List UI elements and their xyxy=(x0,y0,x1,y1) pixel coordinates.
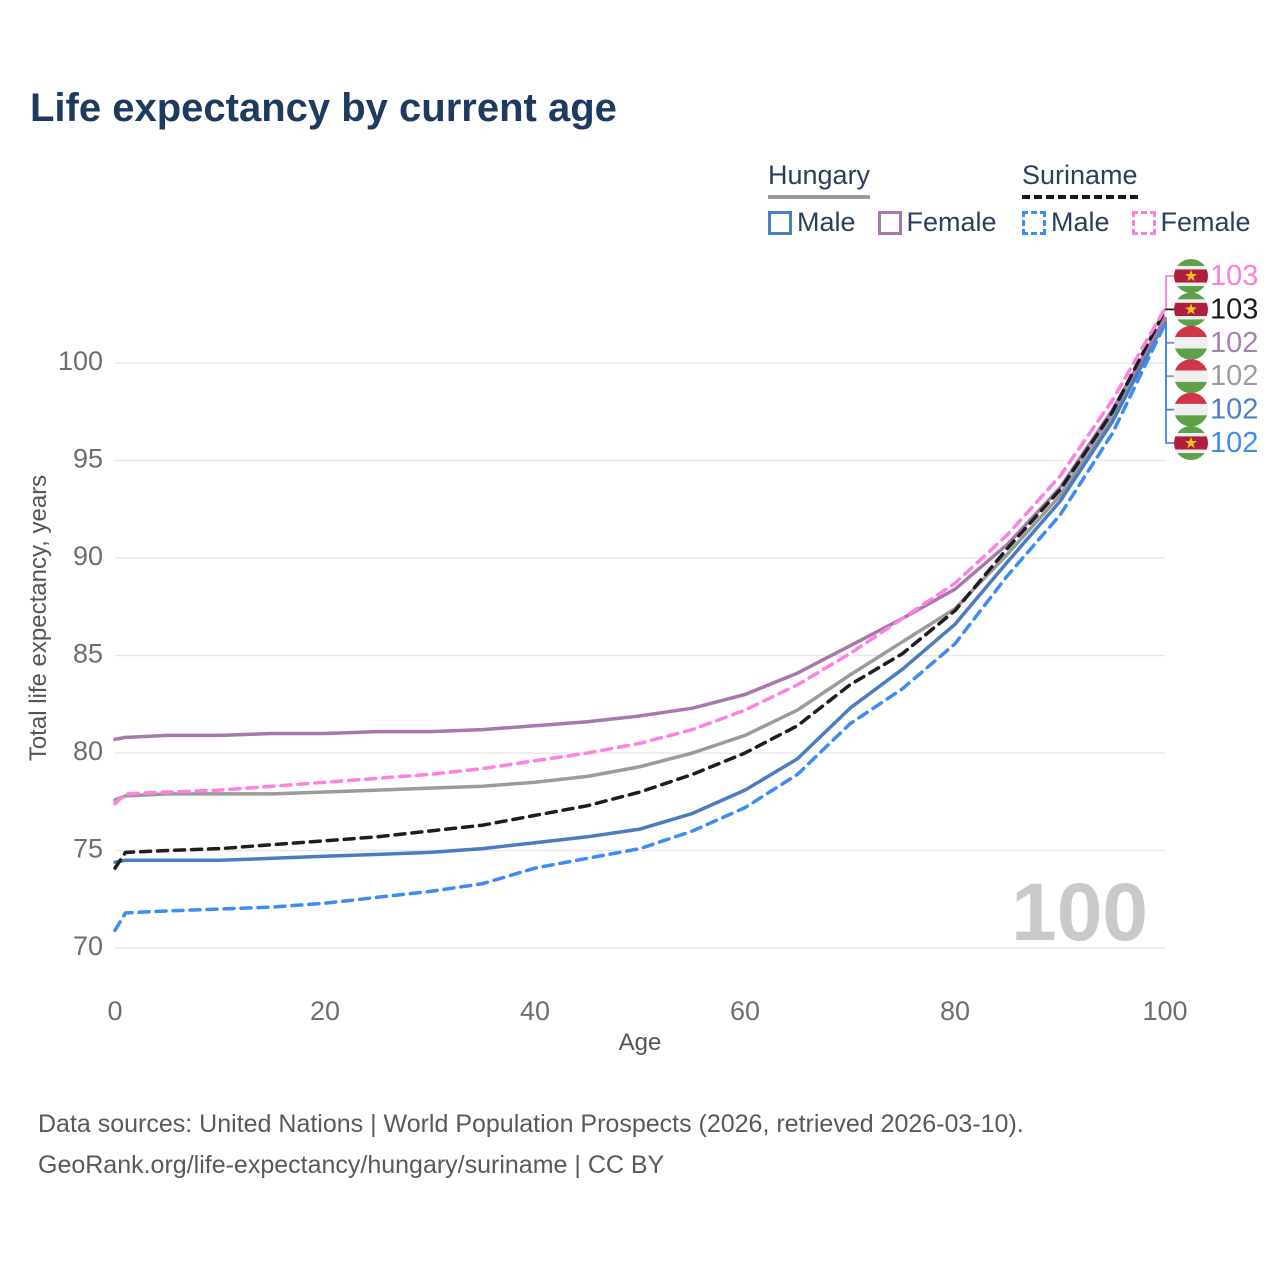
series-line-suriname-male[interactable] xyxy=(113,322,1167,933)
legend-swatch-suriname-male[interactable] xyxy=(1022,210,1046,235)
end-value-label: 103 xyxy=(1210,293,1258,325)
y-tick-label: 85 xyxy=(73,639,103,669)
x-tick-label: 40 xyxy=(520,996,550,1026)
end-label-connector xyxy=(1165,308,1177,311)
x-tick-label: 20 xyxy=(310,996,340,1026)
series-line-suriname-total[interactable] xyxy=(113,308,1167,870)
flag-icon-suriname xyxy=(1174,292,1208,327)
legend-swatch-hungary-male[interactable] xyxy=(768,210,792,235)
end-value-label: 102 xyxy=(1210,394,1258,426)
y-tick-label: 70 xyxy=(73,931,103,961)
data-sources-line1: Data sources: United Nations | World Pop… xyxy=(38,1110,1024,1138)
flag-icon-hungary xyxy=(1174,325,1208,360)
series-line-hungary-male[interactable] xyxy=(113,319,1167,864)
x-tick-label: 60 xyxy=(730,996,760,1026)
x-axis-title: Age xyxy=(619,1029,662,1056)
data-sources: Data sources: United Nations | World Pop… xyxy=(38,1104,1024,1186)
y-tick-label: 75 xyxy=(73,834,103,864)
legend-label-suriname-female[interactable]: Female xyxy=(1160,207,1251,237)
legend-country-hungary[interactable]: Hungary xyxy=(768,160,871,199)
legend-country-suriname[interactable]: Suriname xyxy=(1022,160,1138,199)
flag-icon-hungary xyxy=(1174,392,1208,427)
y-tick-label: 80 xyxy=(73,736,103,766)
data-sources-line2: GeoRank.org/life-expectancy/hungary/suri… xyxy=(38,1151,665,1179)
end-value-label: 102 xyxy=(1210,360,1258,392)
legend-group-hungary: Hungary Male Female xyxy=(768,160,1019,238)
legend-label-suriname-male[interactable]: Male xyxy=(1051,207,1110,237)
y-tick-label: 95 xyxy=(73,444,103,474)
legend-swatch-suriname-female[interactable] xyxy=(1131,210,1156,235)
series-line-hungary-female[interactable] xyxy=(113,316,1167,742)
y-tick-label: 90 xyxy=(73,541,103,571)
legend-label-hungary-female[interactable]: Female xyxy=(906,207,997,237)
x-tick-label: 80 xyxy=(940,996,970,1026)
flag-icon-hungary xyxy=(1174,359,1208,394)
legend-label-hungary-male[interactable]: Male xyxy=(797,207,856,237)
y-tick-label: 100 xyxy=(58,346,103,376)
legend: Hungary Male Female Suriname Male Female xyxy=(0,160,1280,240)
end-value-label: 102 xyxy=(1210,427,1258,459)
legend-swatch-hungary-female[interactable] xyxy=(877,210,902,235)
y-axis-title: Total life expectancy, years xyxy=(25,475,52,761)
end-label-connector xyxy=(1165,275,1177,309)
legend-group-suriname: Suriname Male Female xyxy=(1022,160,1273,238)
page-title: Life expectancy by current age xyxy=(30,86,617,130)
age-watermark: 100 xyxy=(1011,867,1148,958)
end-label-connector xyxy=(1165,324,1177,444)
flag-icon-suriname xyxy=(1174,426,1208,460)
flag-icon-suriname xyxy=(1174,259,1208,293)
end-value-label: 103 xyxy=(1210,260,1258,292)
end-value-label: 102 xyxy=(1210,327,1258,359)
x-tick-label: 0 xyxy=(107,996,122,1026)
series-line-suriname-female[interactable] xyxy=(113,306,1167,806)
x-tick-label: 100 xyxy=(1142,996,1187,1026)
end-label-connector xyxy=(1165,321,1177,411)
